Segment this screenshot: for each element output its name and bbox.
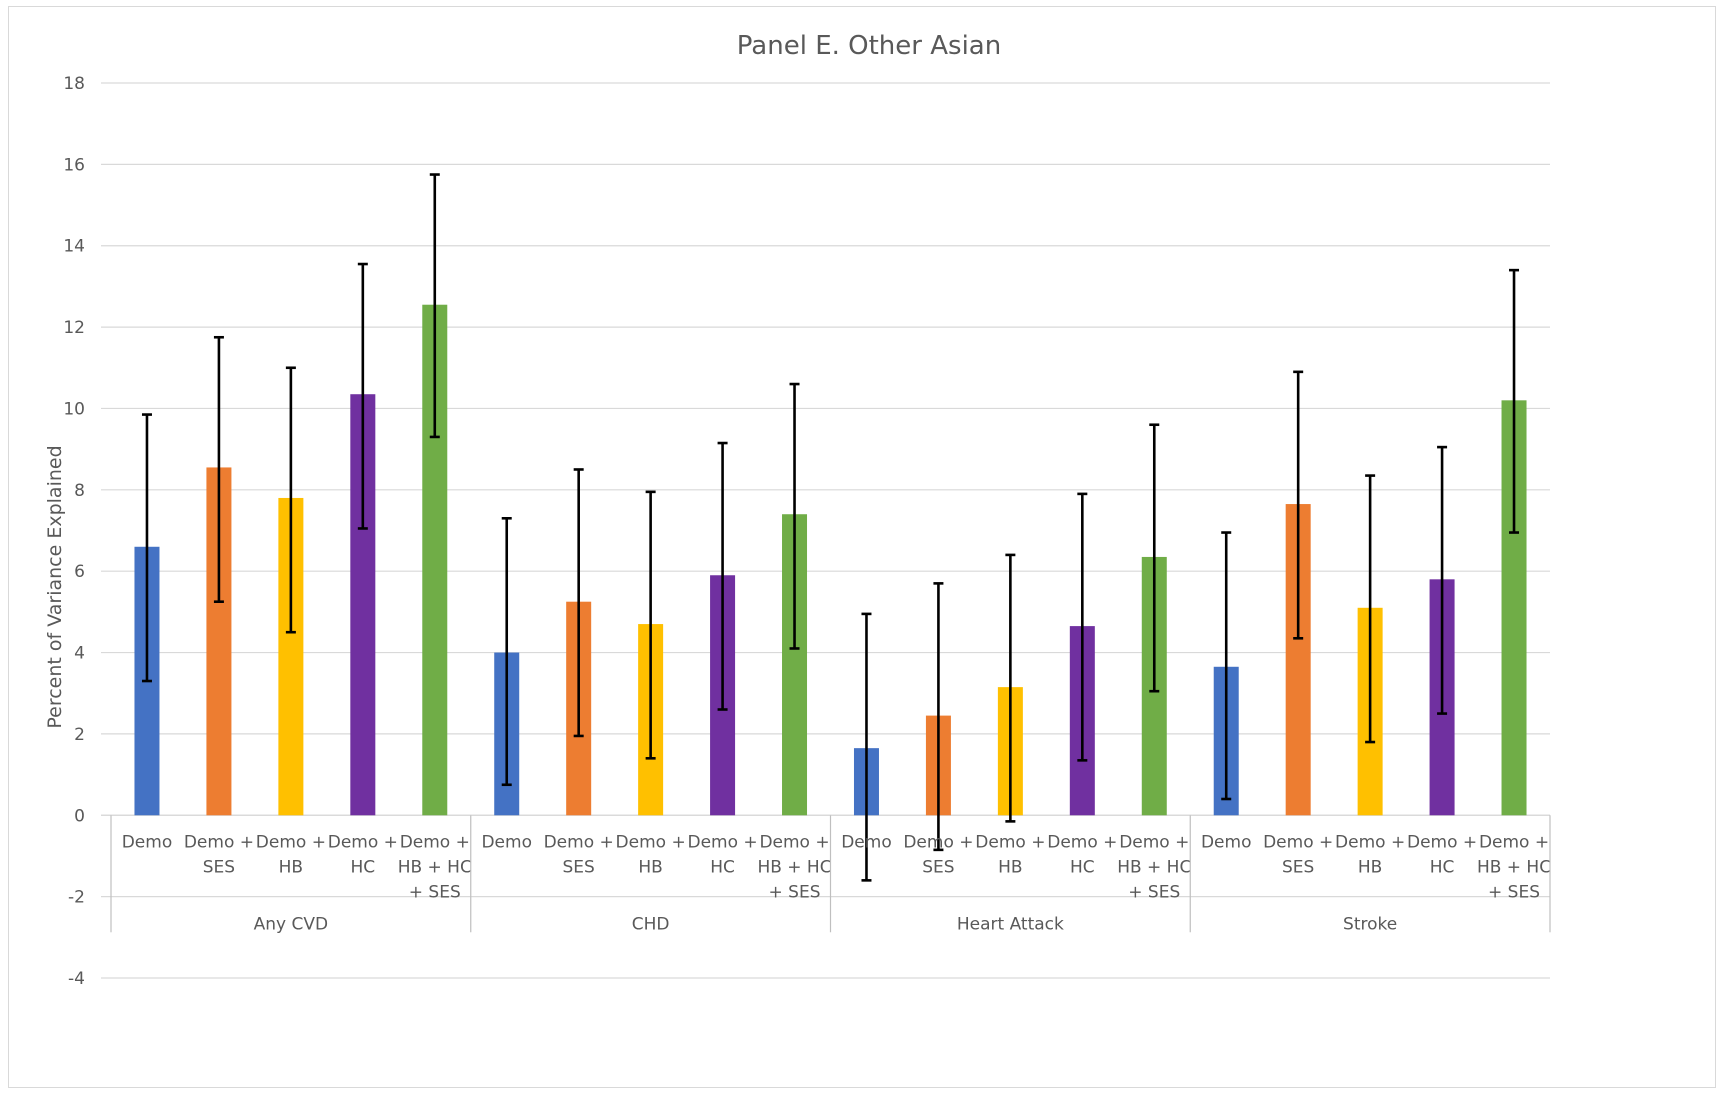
category-label: Demo + <box>328 832 398 852</box>
category-label: Demo + <box>256 832 326 852</box>
category-label: SES <box>563 857 595 877</box>
group-label: CHD <box>632 914 670 934</box>
category-label: HB <box>638 857 662 877</box>
category-label: HC <box>1070 857 1095 877</box>
category-label: Demo + <box>903 832 973 852</box>
category-label: + SES <box>769 882 821 902</box>
category-label: HC <box>1430 857 1455 877</box>
category-label: Demo <box>1201 832 1252 852</box>
y-tick-label: 14 <box>63 237 85 257</box>
y-tick-label: 10 <box>63 399 85 419</box>
group-labels: Any CVD CHD Heart Attack Stroke <box>110 815 1551 934</box>
bars <box>134 304 1527 816</box>
category-label: Demo + <box>400 832 470 852</box>
category-label: HB + HC <box>1117 857 1191 877</box>
y-tick-label: 18 <box>63 74 85 94</box>
y-axis-label: Percent of Variance Explained <box>44 445 66 728</box>
y-tick-label: 2 <box>74 725 85 745</box>
y-tick-label: 6 <box>74 562 85 582</box>
category-label: + SES <box>1488 882 1540 902</box>
y-tick-label: 0 <box>74 806 85 826</box>
category-label: HB <box>1358 857 1382 877</box>
category-label: Demo + <box>1407 832 1477 852</box>
category-label: HB + HC <box>757 857 831 877</box>
group-label: Any CVD <box>254 914 328 934</box>
bar-chart: Panel E. Other Asian Percent of Variance… <box>44 31 1551 989</box>
category-label: Demo + <box>759 832 829 852</box>
category-label: HB + HC <box>398 857 472 877</box>
category-label: + SES <box>1128 882 1180 902</box>
y-tick-label: 12 <box>63 318 85 338</box>
chart-area: Panel E. Other Asian Percent of Variance… <box>8 6 1716 1088</box>
y-tick-label: 8 <box>74 481 85 501</box>
category-label: SES <box>922 857 954 877</box>
category-label: Demo + <box>1047 832 1117 852</box>
category-label: Demo + <box>1479 832 1549 852</box>
category-label: Demo + <box>1263 832 1333 852</box>
category-label: Demo + <box>616 832 686 852</box>
category-label: HC <box>710 857 735 877</box>
category-label: Demo <box>122 832 173 852</box>
category-label: Demo + <box>1119 832 1189 852</box>
error-bars <box>141 173 1520 882</box>
category-label: Demo + <box>975 832 1045 852</box>
category-label: HB <box>998 857 1022 877</box>
y-tick-label: -4 <box>68 969 85 989</box>
category-label: HB <box>279 857 303 877</box>
y-tick-label: -2 <box>68 888 85 908</box>
chart-title: Panel E. Other Asian <box>737 31 1001 61</box>
category-label: + SES <box>409 882 461 902</box>
group-label: Stroke <box>1343 914 1397 934</box>
group-label: Heart Attack <box>957 914 1064 934</box>
category-label: Demo + <box>544 832 614 852</box>
y-tick-label: 4 <box>74 644 85 664</box>
category-label: Demo <box>841 832 892 852</box>
category-label: Demo <box>481 832 532 852</box>
category-label: Demo + <box>1335 832 1405 852</box>
y-tick-label: 16 <box>63 155 85 175</box>
category-label: HB + HC <box>1477 857 1551 877</box>
y-axis-ticks: 18 16 14 12 10 8 6 4 2 0 -2 -4 <box>63 74 85 989</box>
category-label: HC <box>350 857 375 877</box>
category-label: SES <box>1282 857 1314 877</box>
category-label: Demo + <box>687 832 757 852</box>
category-label: SES <box>203 857 235 877</box>
category-label: Demo + <box>184 832 254 852</box>
